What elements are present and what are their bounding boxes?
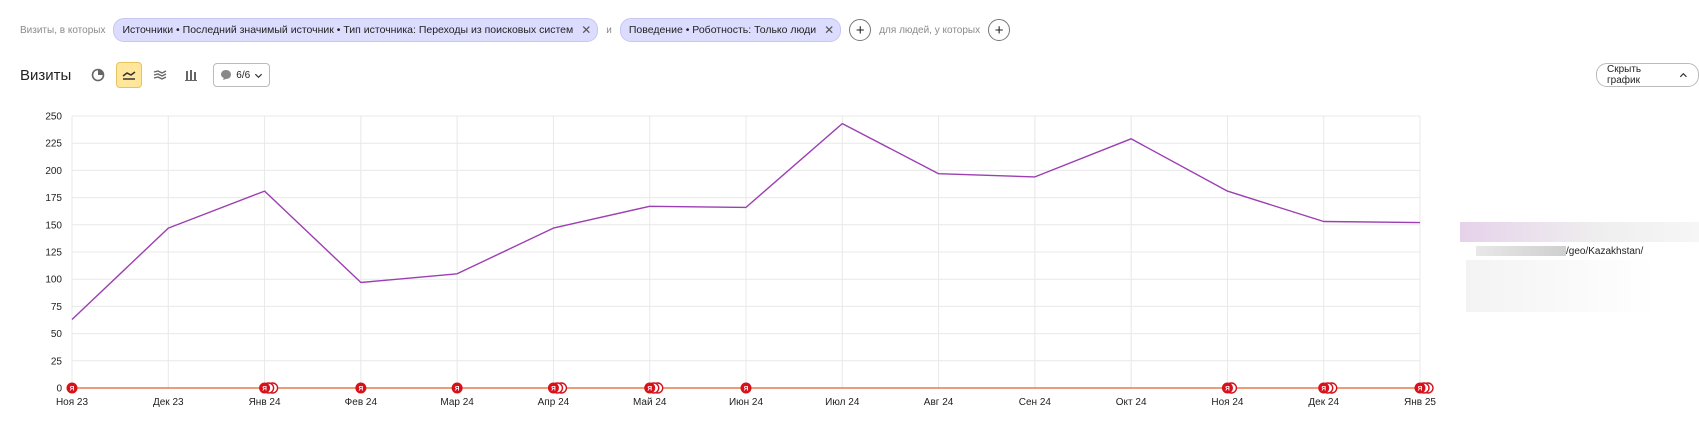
annotation-marker-label: Я [1418, 386, 1423, 393]
series-line [71, 122, 1421, 321]
y-tick-label: 150 [45, 220, 62, 231]
pie-chart-icon [91, 68, 105, 82]
annotation-marker [66, 382, 78, 394]
annotation-marker-label: Я [551, 386, 556, 393]
annotation-marker [644, 382, 656, 394]
annotation-marker-label: Я [647, 386, 652, 393]
and-label: и [606, 24, 612, 36]
tooltip-url-suffix: /geo/Kazakhstan/ [1566, 246, 1644, 257]
tooltip-body [1466, 260, 1656, 312]
tooltip-url: /geo/Kazakhstan/ [1476, 246, 1643, 257]
x-tick-label: Сен 24 [1019, 397, 1052, 408]
y-tick-label: 175 [45, 193, 62, 204]
x-tick-label: Май 24 [633, 397, 667, 408]
area-chart-icon [154, 70, 167, 80]
x-tick-label: Ноя 23 [56, 397, 89, 408]
plus-icon: + [855, 21, 865, 39]
annotation-marker-label: Я [1321, 386, 1326, 393]
annotation-marker-label: Я [455, 386, 460, 393]
filter-chip-robot[interactable]: Поведение • Роботность: Только люди ✕ [619, 18, 842, 42]
y-tick-label: 100 [45, 275, 62, 286]
add-filter-button[interactable]: + [849, 19, 872, 41]
x-tick-label: Дек 23 [153, 397, 184, 408]
annotation-marker [1318, 382, 1330, 394]
annotation-marker-label: Я [359, 386, 364, 393]
tooltip-header [1460, 222, 1699, 242]
x-tick-label: Авг 24 [924, 397, 954, 408]
bar-chart-icon [185, 70, 198, 81]
x-tick-label: Июн 24 [729, 397, 764, 408]
x-tick-label: Апр 24 [538, 397, 570, 408]
area-chart-button[interactable] [147, 62, 173, 88]
chart-series [71, 122, 1421, 321]
y-tick-label: 25 [51, 356, 63, 367]
hide-chart-label: Скрыть график [1607, 64, 1642, 86]
annotation-marker [547, 382, 559, 394]
x-tick-label: Янв 25 [1404, 397, 1436, 408]
y-tick-label: 75 [51, 302, 63, 313]
y-tick-label: 225 [45, 139, 62, 150]
y-tick-label: 50 [51, 329, 63, 340]
annotation-marker [259, 382, 271, 394]
annotation-marker [355, 382, 367, 394]
annotation-marker [1221, 382, 1233, 394]
filter-chip-robot-label: Поведение • Роботность: Только люди [628, 24, 817, 36]
x-tick-label: Мар 24 [440, 397, 474, 408]
visits-prefix-label: Визиты, в которых [20, 24, 106, 36]
chart-tooltip: /geo/Kazakhstan/ [1460, 222, 1699, 312]
blurred-text [1476, 246, 1566, 257]
filter-chip-source[interactable]: Источники • Последний значимый источник … [113, 18, 599, 42]
pie-chart-button[interactable] [85, 62, 111, 88]
chevron-up-icon [1680, 72, 1688, 77]
line-chart-icon [122, 71, 136, 80]
y-tick-label: 125 [45, 248, 62, 259]
visits-line-chart: 0 25 50 75 100 125 150 175 200 225 250 Ноя 23 Дек 2… [45, 112, 1436, 409]
bar-chart-button[interactable] [178, 62, 204, 88]
y-tick-label: 200 [45, 166, 62, 177]
annotation-marker-label: Я [744, 386, 749, 393]
annotation-marker [451, 382, 463, 394]
annotation-marker-label: Я [262, 386, 267, 393]
chart-grid [71, 115, 1421, 389]
annotation-marker [740, 382, 752, 394]
filter-bar: Визиты, в которых Источники • Последний … [20, 18, 1011, 42]
annotation-marker [1414, 382, 1426, 394]
x-tick-label: Окт 24 [1116, 397, 1147, 408]
people-label: для людей, у которых [879, 24, 981, 36]
x-tick-label: Янв 24 [249, 397, 281, 408]
x-tick-label: Ноя 24 [1211, 397, 1244, 408]
annotation-marker-label: Я [70, 386, 75, 393]
close-icon[interactable]: ✕ [824, 23, 835, 37]
annotation-marker-label: Я [1225, 386, 1230, 393]
x-tick-label: Фев 24 [345, 397, 378, 408]
add-people-filter-button[interactable]: + [988, 19, 1011, 41]
chart-title: Визиты [20, 66, 72, 84]
annotations-button[interactable]: 6/6 [213, 63, 271, 87]
y-axis: 0 25 50 75 100 125 150 175 200 225 250 [45, 112, 62, 395]
x-tick-label: Дек 24 [1308, 397, 1339, 408]
comment-icon [221, 70, 232, 80]
y-tick-label: 0 [56, 384, 62, 395]
line-chart-button[interactable] [116, 62, 143, 88]
chart-toolbar: Визиты 6/6 [20, 62, 271, 88]
filter-chip-source-label: Источники • Последний значимый источник … [122, 24, 574, 36]
x-tick-label: Июл 24 [825, 397, 860, 408]
plus-icon: + [994, 21, 1004, 39]
y-tick-label: 250 [45, 112, 62, 123]
chevron-down-icon [255, 73, 263, 78]
hide-chart-button[interactable]: Скрыть график [1596, 63, 1699, 87]
close-icon[interactable]: ✕ [581, 23, 592, 37]
annotations-count: 6/6 [236, 69, 251, 81]
